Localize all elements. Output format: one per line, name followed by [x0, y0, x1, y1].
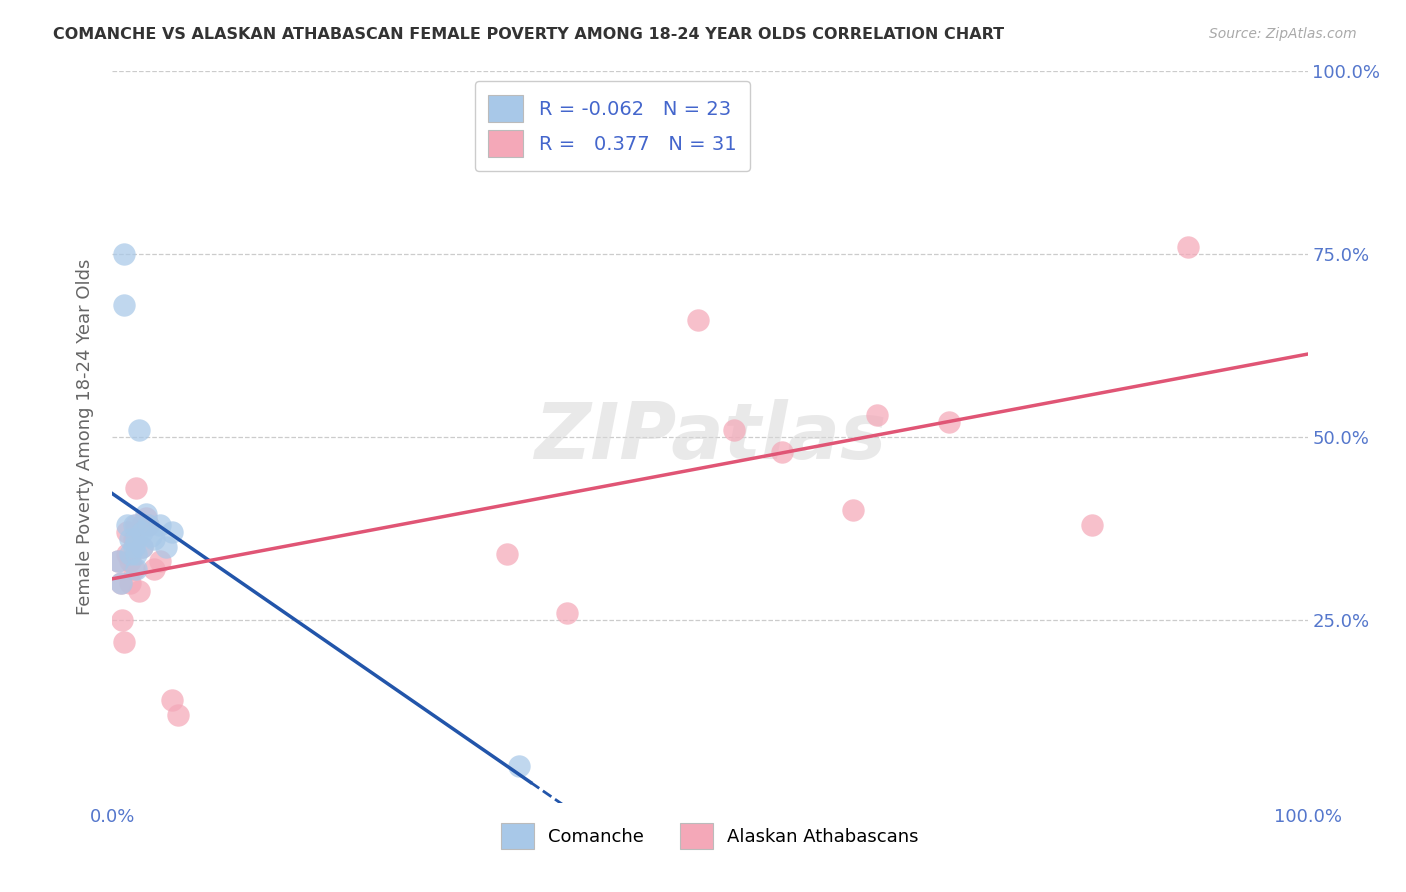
Point [162, 693, 183, 707]
Point [122, 540, 145, 554]
Point [496, 547, 519, 561]
Point [866, 408, 889, 422]
Point [107, 554, 129, 568]
Text: ZIPatlas: ZIPatlas [534, 399, 886, 475]
Point [143, 562, 166, 576]
Point [131, 525, 153, 540]
Point [723, 423, 745, 437]
Point [1081, 517, 1104, 532]
Point [110, 576, 132, 591]
Point [115, 525, 138, 540]
Point [688, 313, 710, 327]
Point [149, 517, 172, 532]
Point [111, 613, 134, 627]
Legend: Comanche, Alaskan Athabascans: Comanche, Alaskan Athabascans [494, 816, 927, 856]
Point [139, 529, 162, 543]
Point [138, 517, 160, 532]
Point [143, 533, 166, 547]
Point [131, 517, 153, 532]
Point [122, 562, 145, 576]
Point [128, 583, 150, 598]
Point [122, 517, 145, 532]
Point [508, 759, 530, 773]
Point [114, 298, 135, 312]
Point [135, 510, 157, 524]
Point [114, 635, 135, 649]
Point [125, 562, 148, 576]
Point [107, 554, 129, 568]
Point [1177, 240, 1199, 254]
Point [149, 554, 172, 568]
Point [125, 533, 148, 547]
Y-axis label: Female Poverty Among 18-24 Year Olds: Female Poverty Among 18-24 Year Olds [76, 259, 94, 615]
Text: Source: ZipAtlas.com: Source: ZipAtlas.com [1209, 27, 1357, 41]
Point [155, 540, 177, 554]
Point [842, 503, 865, 517]
Point [120, 533, 142, 547]
Point [770, 444, 793, 458]
Point [120, 576, 142, 591]
Point [125, 547, 148, 561]
Point [162, 525, 183, 540]
Point [115, 517, 138, 532]
Point [131, 540, 153, 554]
Point [135, 507, 157, 521]
Text: COMANCHE VS ALASKAN ATHABASCAN FEMALE POVERTY AMONG 18-24 YEAR OLDS CORRELATION : COMANCHE VS ALASKAN ATHABASCAN FEMALE PO… [53, 27, 1004, 42]
Point [938, 416, 960, 430]
Point [125, 517, 148, 532]
Point [125, 481, 148, 495]
Point [115, 547, 138, 561]
Point [120, 547, 142, 561]
Point [110, 576, 132, 591]
Point [555, 606, 578, 620]
Point [120, 554, 142, 568]
Point [138, 517, 160, 532]
Point [167, 708, 190, 723]
Point [122, 533, 145, 547]
Point [128, 423, 150, 437]
Point [131, 540, 153, 554]
Point [114, 247, 135, 261]
